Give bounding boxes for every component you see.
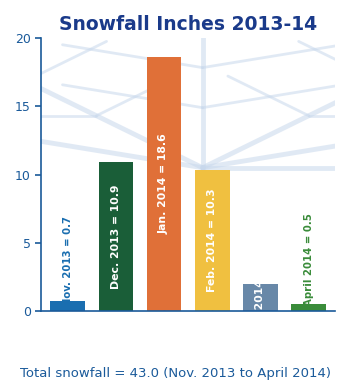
Title: Snowfall Inches 2013-14: Snowfall Inches 2013-14 bbox=[59, 15, 317, 34]
Text: Feb. 2014 = 10.3: Feb. 2014 = 10.3 bbox=[207, 189, 217, 293]
Text: Nov. 2013 = 0.7: Nov. 2013 = 0.7 bbox=[63, 216, 73, 306]
Bar bbox=[50, 301, 85, 311]
Text: March 2014 = 2.0: March 2014 = 2.0 bbox=[256, 243, 265, 351]
Text: Dec. 2013 = 10.9: Dec. 2013 = 10.9 bbox=[111, 184, 121, 289]
Text: Jan. 2014 = 18.6: Jan. 2014 = 18.6 bbox=[159, 134, 169, 234]
Bar bbox=[291, 304, 326, 311]
Bar bbox=[195, 171, 230, 311]
Text: Total snowfall = 43.0 (Nov. 2013 to April 2014): Total snowfall = 43.0 (Nov. 2013 to Apri… bbox=[20, 367, 330, 380]
Bar bbox=[147, 58, 181, 311]
Bar bbox=[99, 162, 133, 311]
Bar bbox=[243, 283, 278, 311]
Text: April 2014 = 0.5: April 2014 = 0.5 bbox=[303, 213, 314, 306]
